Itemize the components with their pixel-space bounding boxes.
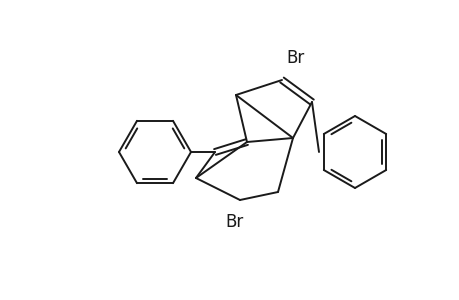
Text: Br: Br xyxy=(225,213,244,231)
Text: Br: Br xyxy=(286,49,304,67)
